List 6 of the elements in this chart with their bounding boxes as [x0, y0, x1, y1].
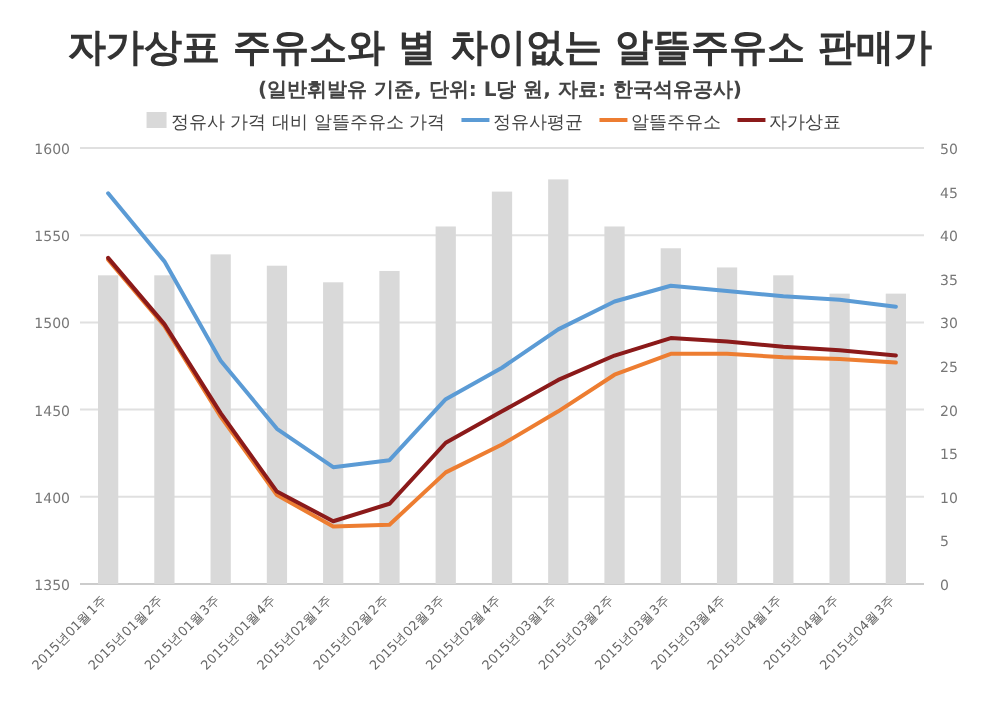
legend-label: 정유사 가격 대비 알뜰주유소 가격	[170, 114, 446, 134]
chart-subtitle: (일반휘발유 기준, 단위: L당 원, 자료: 한국석유공사)	[258, 80, 742, 102]
legend-label: 알뜰주유소	[631, 114, 722, 134]
legend-label: 정유사평균	[493, 114, 584, 134]
chart-title: 자가상표 주유소와 별 차이없는 알뜰주유소 판매가	[67, 26, 933, 70]
legend-label: 자가상표	[769, 114, 842, 134]
